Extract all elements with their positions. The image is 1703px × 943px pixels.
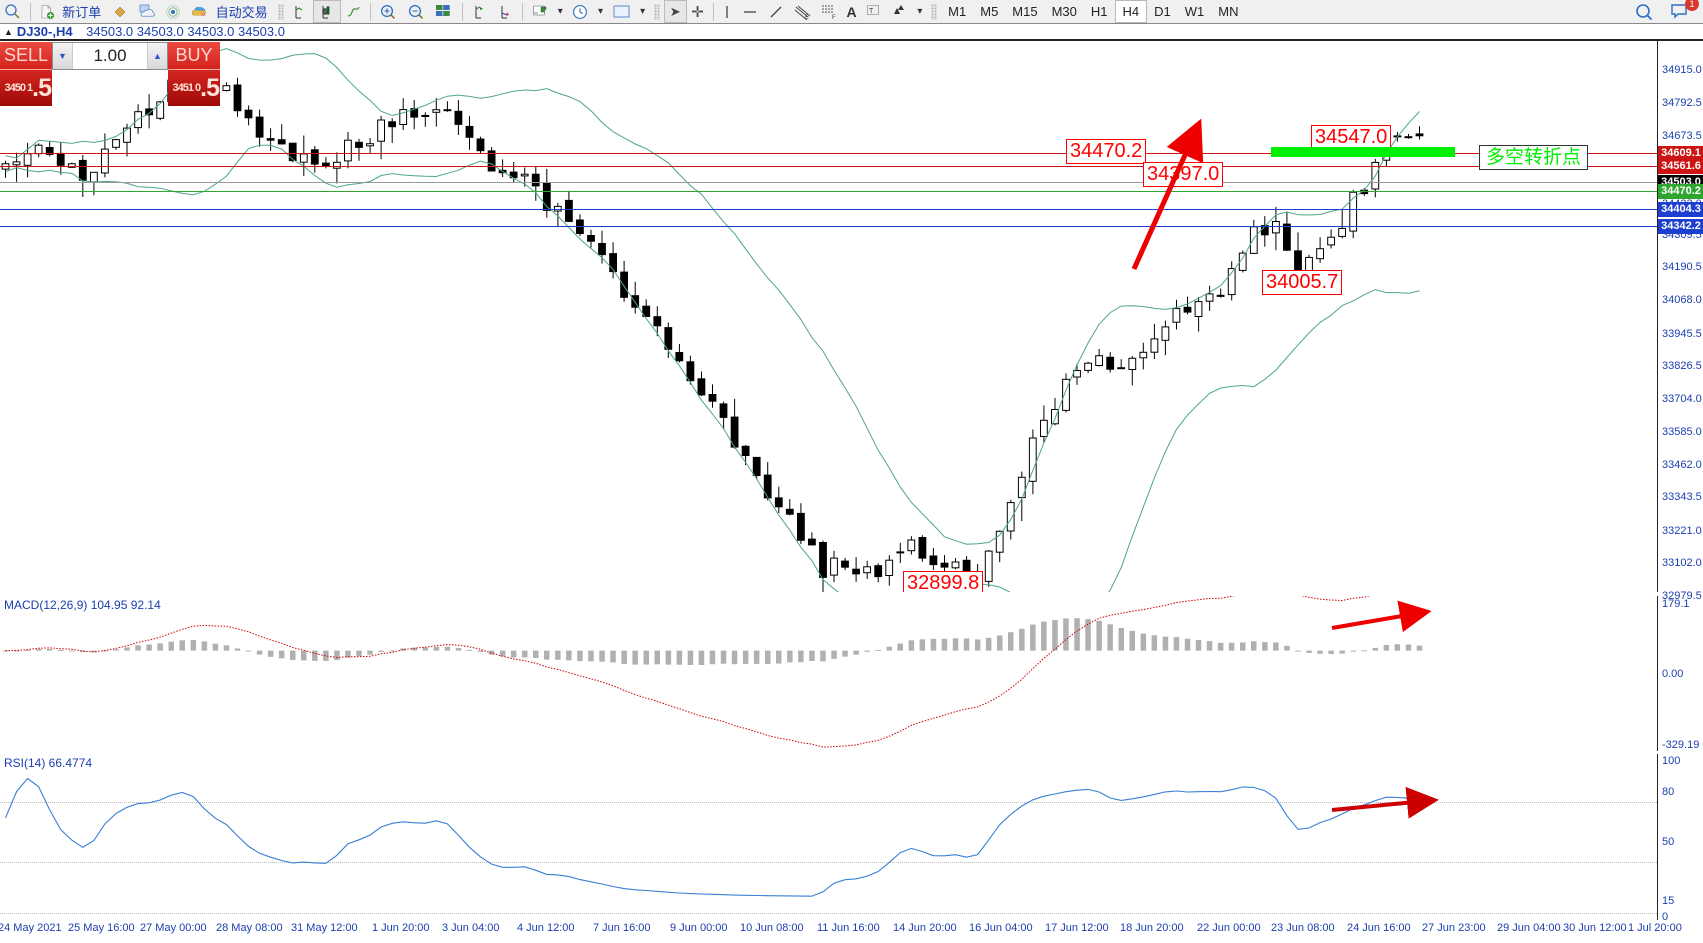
svg-text:F: F <box>832 15 836 20</box>
svg-text:T: T <box>869 8 874 15</box>
svg-text:E: E <box>805 15 809 20</box>
